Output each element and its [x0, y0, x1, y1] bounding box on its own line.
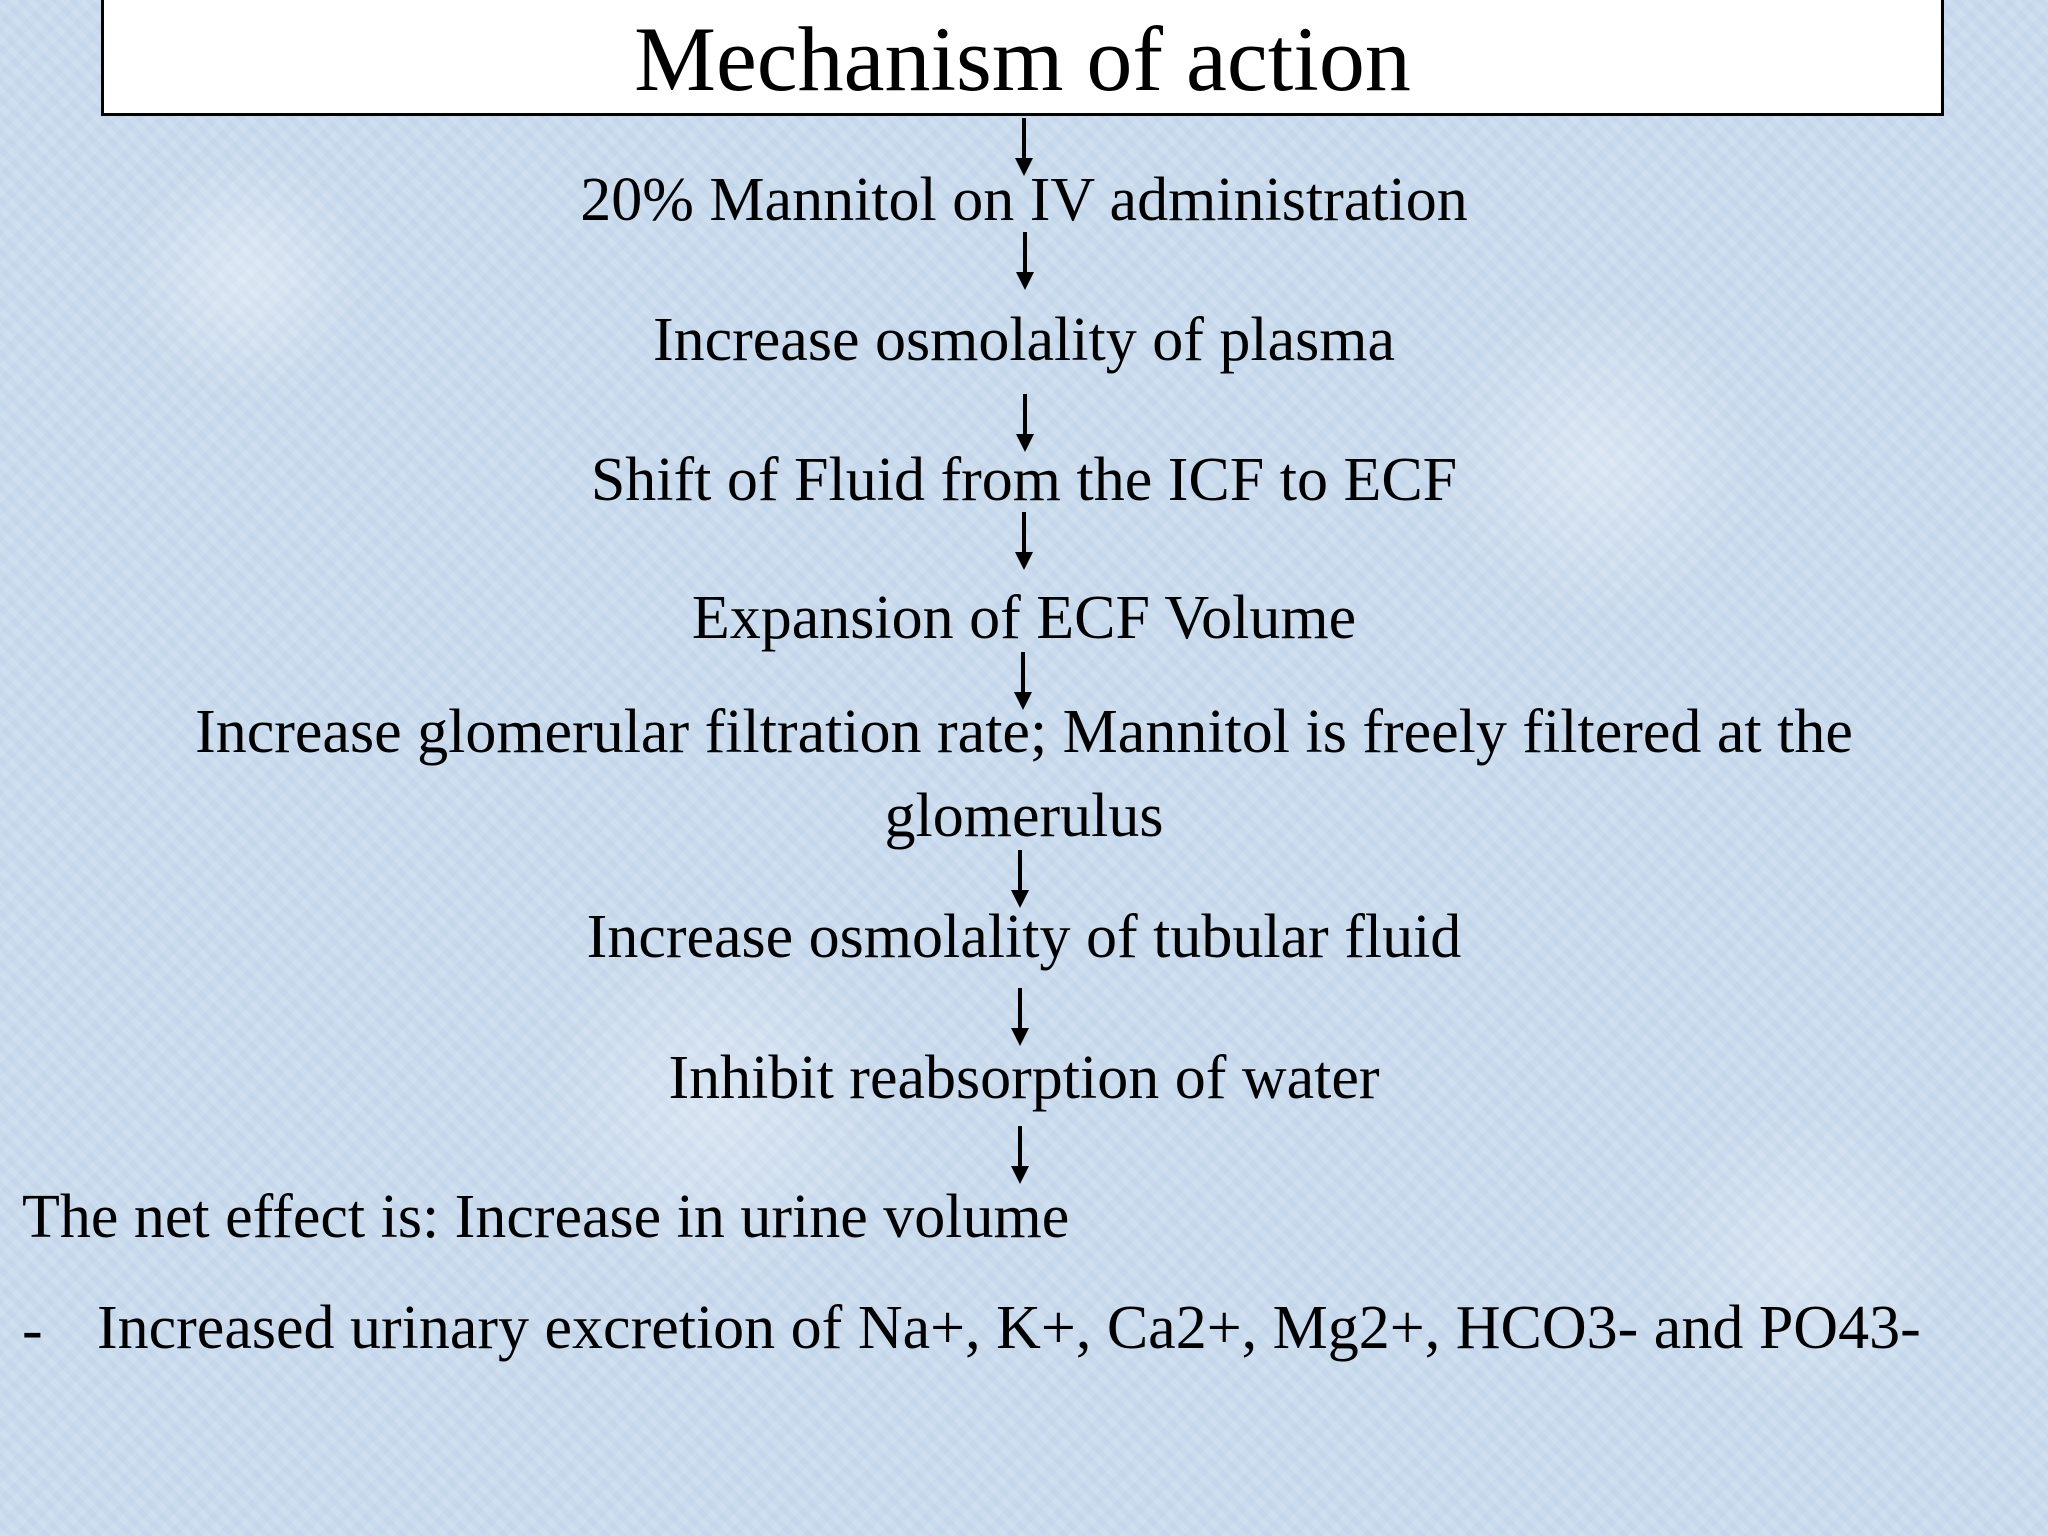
- down-arrow-icon: [1015, 512, 1033, 570]
- bullet-marker: -: [22, 1296, 43, 1364]
- title-box: Mechanism of action: [101, 0, 1944, 116]
- down-arrow-icon: [1016, 232, 1034, 290]
- step-gfr-increase: Increase glomerular filtration rate; Man…: [195, 698, 1853, 850]
- step-plasma-osmolality: Increase osmolality of plasma: [652, 306, 1396, 374]
- step-tubular-osmolality: Increase osmolality of tubular fluid: [586, 903, 1462, 971]
- bullet-text: Increased urinary excretion of Na+, K+, …: [97, 1294, 1921, 1362]
- down-arrow-icon: [1011, 1126, 1029, 1184]
- down-arrow-icon: [1011, 988, 1029, 1046]
- step-mannitol-iv: 20% Mannitol on IV administration: [580, 166, 1468, 234]
- step-inhibit-reabsorption: Inhibit reabsorption of water: [668, 1044, 1380, 1112]
- page-title: Mechanism of action: [634, 8, 1411, 110]
- step-fluid-shift: Shift of Fluid from the ICF to ECF: [590, 446, 1458, 514]
- step-ecf-expansion: Expansion of ECF Volume: [691, 584, 1357, 652]
- net-effect: The net effect is: Increase in urine vol…: [22, 1183, 1070, 1251]
- down-arrow-icon: [1015, 118, 1033, 176]
- down-arrow-icon: [1016, 394, 1034, 452]
- down-arrow-icon: [1011, 850, 1029, 908]
- down-arrow-icon: [1014, 652, 1032, 710]
